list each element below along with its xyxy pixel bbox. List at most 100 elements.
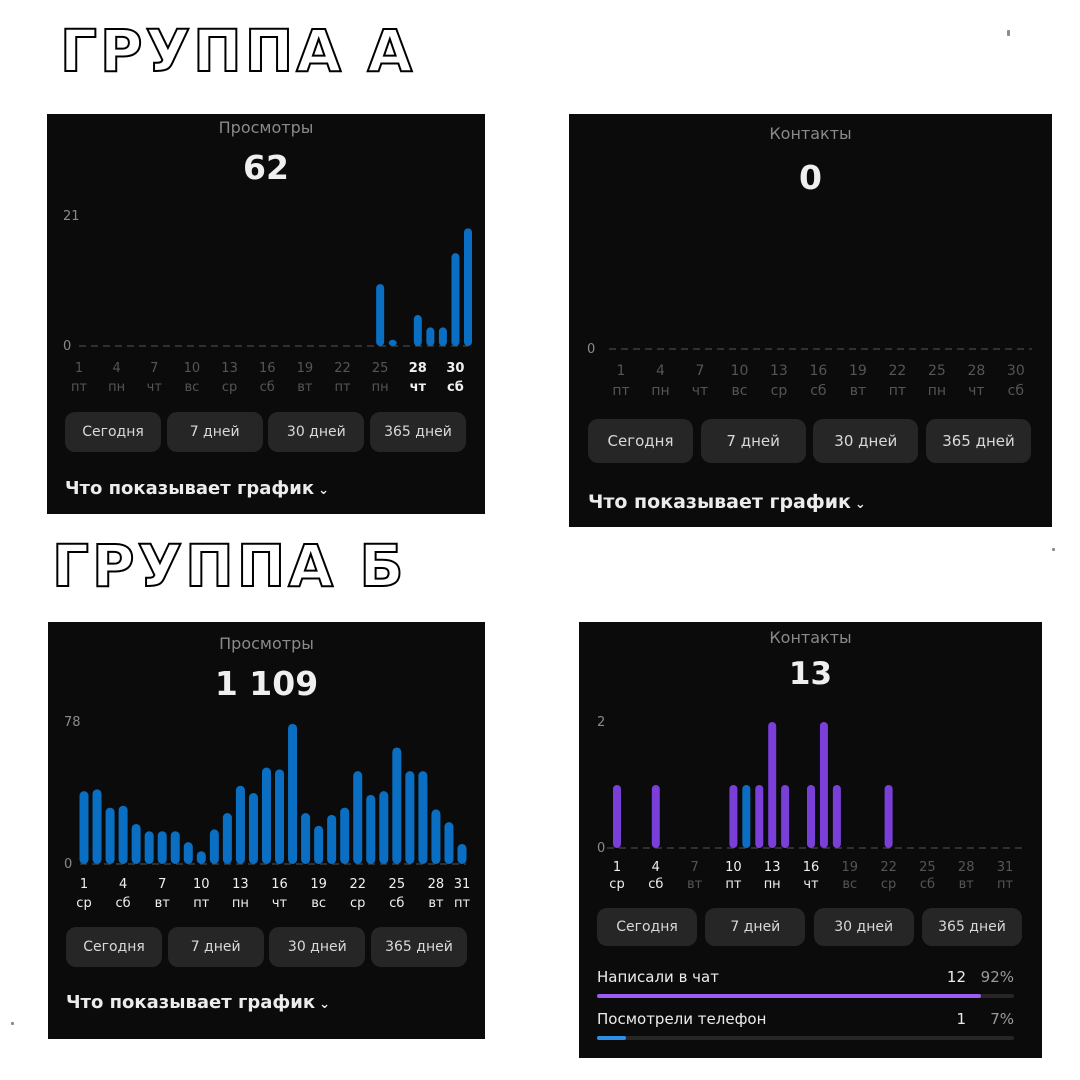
x-tick-weekday-label: пн (108, 380, 125, 395)
x-tick-day-label: 19 (849, 363, 867, 379)
period-selector: Сегодня 7 дней 30 дней 365 дней (66, 927, 467, 967)
x-tick-day-label: 28 (409, 361, 427, 376)
x-tick-day-label: 13 (764, 860, 781, 875)
chart-bar (327, 814, 337, 864)
x-tick-weekday-label: ср (76, 896, 91, 911)
30-days-button[interactable]: 30 дней (813, 908, 914, 946)
chart-bar (418, 771, 428, 864)
y-axis-max-label: 78 (64, 715, 81, 730)
x-tick-weekday-label: вт (155, 896, 171, 911)
today-button[interactable]: Сегодня (66, 927, 162, 967)
stat-label: Написали в чат (597, 968, 719, 986)
panel-total: 0 (799, 158, 822, 197)
chart-bar (444, 822, 454, 864)
7-days-button[interactable]: 7 дней (705, 908, 806, 946)
x-tick-day-label: 7 (696, 363, 705, 379)
30-days-button[interactable]: 30 дней (268, 412, 365, 452)
chart-bar (884, 785, 893, 848)
x-tick-day-label: 4 (652, 860, 660, 875)
365-days-button[interactable]: 365 дней (370, 927, 467, 967)
x-tick-weekday-label: сб (389, 896, 404, 911)
views-panel-group-a: Просмотры 62 21 0 1 пт 4 пн 7 чт 10 вс 13 ср 16 сб 19 в… (47, 114, 485, 514)
x-tick-day-label: 19 (310, 877, 327, 892)
chart-bar (196, 851, 206, 864)
today-button[interactable]: Сегодня (65, 412, 161, 452)
x-tick-day-label: 1 (80, 877, 88, 892)
background-speck (1052, 548, 1055, 551)
x-tick-weekday-label: вс (185, 380, 200, 395)
30-days-button[interactable]: 30 дней (269, 927, 366, 967)
chart-bar (431, 809, 441, 864)
stat-label: Посмотрели телефон (597, 1010, 767, 1028)
x-tick-weekday-label: сб (260, 380, 275, 395)
chart-info-label: Что показывает график (588, 491, 851, 513)
30-days-button[interactable]: 30 дней (813, 419, 919, 463)
365-days-button[interactable]: 365 дней (925, 419, 1031, 463)
chart-bar (353, 771, 363, 864)
period-selector: Сегодня 7 дней 30 дней 365 дней (597, 908, 1022, 946)
chart-bar (651, 785, 660, 848)
chart-bar (392, 747, 402, 864)
stat-percent: 92% (980, 968, 1014, 986)
365-days-button[interactable]: 365 дней (921, 908, 1022, 946)
chart-bar (464, 228, 472, 346)
7-days-button[interactable]: 7 дней (166, 412, 263, 452)
chart-info-link[interactable]: Что показывает график ⌄ (65, 478, 329, 499)
chart-bar (222, 813, 232, 864)
x-tick-weekday-label: пт (193, 896, 209, 911)
today-button[interactable]: Сегодня (588, 419, 693, 463)
7-days-button[interactable]: 7 дней (700, 419, 806, 463)
x-tick-weekday-label: пн (928, 383, 946, 399)
x-tick-weekday-label: вс (311, 896, 326, 911)
x-tick-weekday-label: сб (116, 896, 131, 911)
stat-progress-fill (597, 1036, 627, 1040)
chart-bar (79, 791, 89, 864)
panel-total: 62 (243, 148, 289, 187)
chart-bar (807, 785, 815, 848)
chart-bar (366, 794, 376, 864)
x-tick-weekday-label: пт (334, 380, 350, 395)
x-tick-day-label: 13 (221, 361, 238, 376)
chart-bar (170, 831, 180, 864)
x-tick-weekday-label: вт (428, 896, 444, 911)
x-tick-day-label: 28 (958, 860, 975, 875)
x-tick-weekday-label: чт (147, 380, 163, 395)
chart-bar (438, 327, 447, 346)
chart-info-link[interactable]: Что показывает график ⌄ (588, 491, 866, 513)
x-tick-day-label: 1 (617, 363, 626, 379)
chart-info-link[interactable]: Что показывает график ⌄ (66, 992, 330, 1013)
x-tick-day-label: 25 (389, 877, 406, 892)
7-days-button[interactable]: 7 дней (167, 927, 264, 967)
views-bar-chart: 78 01 ср 4 сб 7 вт 10 пт 13 пн 16 чт 19 вс 22 ср 25 сб 28 вт… (64, 715, 470, 911)
background-speck (1007, 30, 1010, 36)
365-days-button[interactable]: 365 дней (369, 412, 466, 452)
panel-title: Просмотры (218, 118, 314, 137)
stat-row-phone: Посмотрели телефон 1 7% (597, 1010, 1014, 1040)
x-tick-day-label: 19 (842, 860, 859, 875)
x-tick-day-label: 4 (119, 877, 127, 892)
y-axis-min-label: 0 (597, 841, 605, 856)
chart-bar (183, 842, 193, 864)
x-tick-day-label: 25 (372, 361, 389, 376)
x-tick-day-label: 25 (928, 363, 946, 379)
chart-bar (379, 791, 389, 864)
x-tick-day-label: 22 (349, 877, 366, 892)
x-tick-weekday-label: сб (648, 877, 663, 892)
x-tick-weekday-label: чт (410, 380, 427, 395)
today-button[interactable]: Сегодня (597, 908, 697, 946)
x-tick-weekday-label: пт (997, 877, 1013, 892)
x-tick-day-label: 13 (232, 877, 249, 892)
stat-progress-track (597, 1036, 1014, 1040)
chevron-down-icon: ⌄ (318, 483, 329, 498)
y-axis-max-label: 21 (63, 209, 80, 224)
period-selector: Сегодня 7 дней 30 дней 365 дней (588, 419, 1031, 463)
chart-bar (832, 785, 841, 848)
panel-title: Контакты (769, 628, 852, 647)
x-tick-day-label: 10 (731, 363, 749, 379)
x-tick-weekday-label: пн (764, 877, 781, 892)
x-tick-weekday-label: вс (731, 383, 747, 399)
panel-title: Контакты (769, 124, 852, 143)
contacts-bar-chart: 0 1 пт 4 пн 7 чт 10 вс 13 ср 16 сб 19 вт 22 пт 25 пн 28 чт 30… (587, 342, 1032, 399)
x-tick-weekday-label: чт (272, 896, 288, 911)
x-tick-weekday-label: пт (725, 877, 741, 892)
